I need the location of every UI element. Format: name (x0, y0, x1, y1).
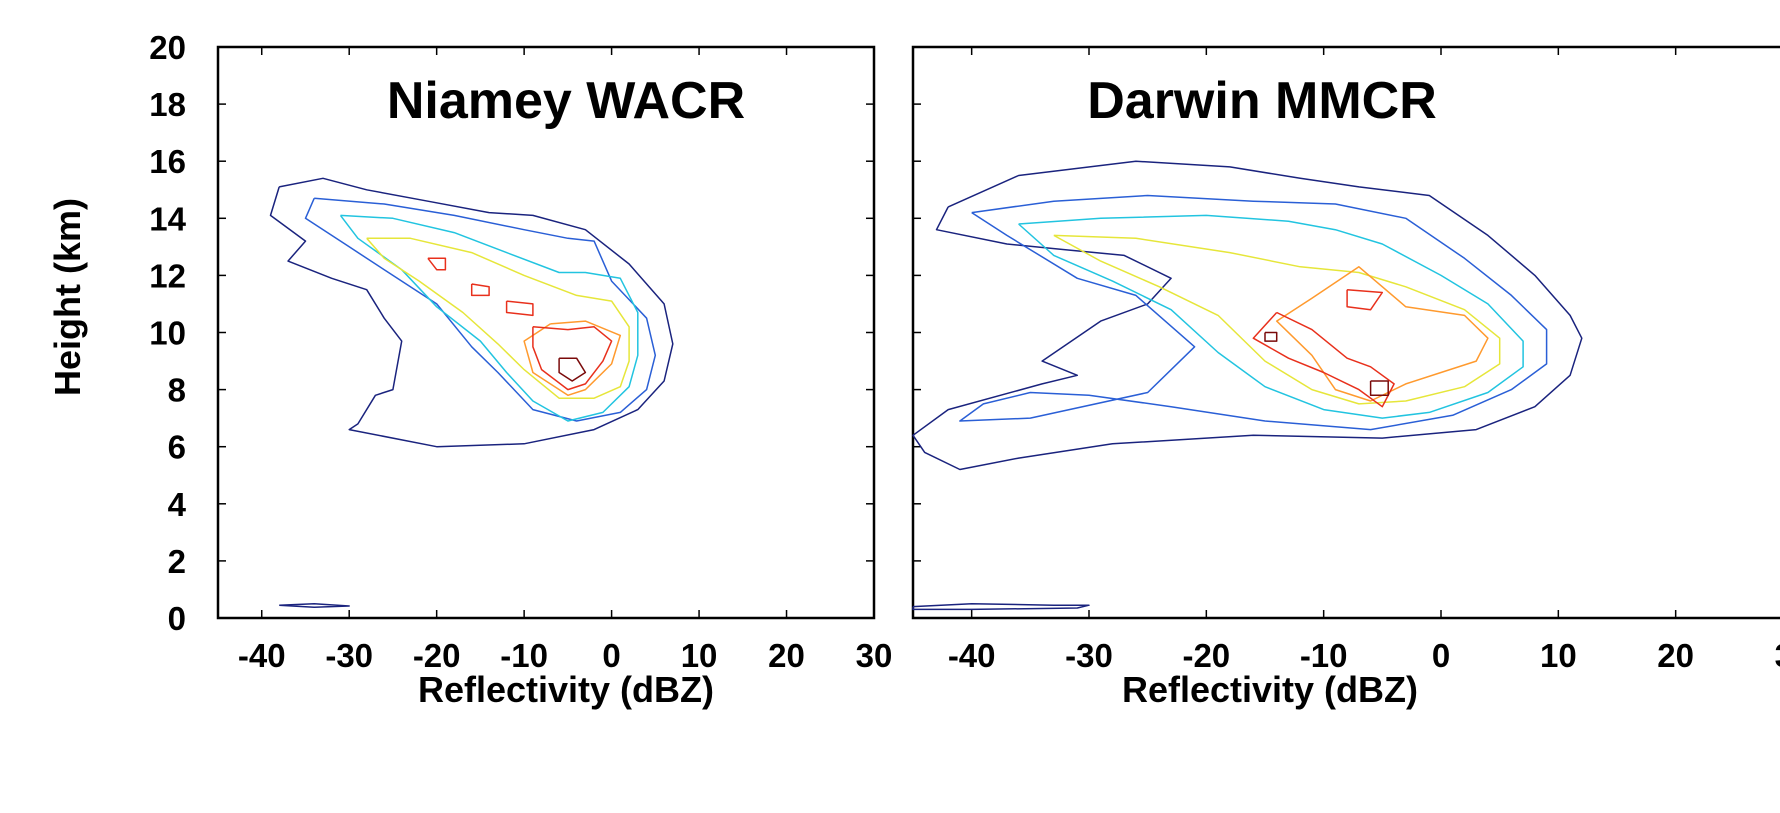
contour-line-level-6 (470, 283, 490, 297)
x-tick-label: -20 (1182, 637, 1230, 674)
x-tick-label: 0 (1432, 637, 1450, 674)
plot-frame (911, 45, 1780, 620)
contour-line-level-7 (1264, 331, 1278, 342)
contour-line-level-2 (304, 197, 657, 422)
x-tick-label: 20 (1657, 637, 1694, 674)
y-tick-label: 8 (168, 372, 186, 409)
ticks: -40 -30 -20 -10 0 10 20 30 (913, 46, 1780, 674)
x-tick-label: -10 (500, 637, 548, 674)
contour-line-level-6 (505, 300, 534, 317)
x-tick-label: -40 (948, 637, 996, 674)
y-tick-label: 0 (168, 600, 186, 637)
contour-line-level-5 (523, 320, 622, 397)
contour-line-level-3 (339, 214, 639, 422)
x-tick-label: -30 (1065, 637, 1113, 674)
contour-line-level-5 (1275, 266, 1489, 402)
panel-darwin: Darwin MMCR Reflectivity (dBZ) -40 -30 -20… (911, 45, 1780, 710)
ticks: -40 -30 -20 -10 0 10 20 30 0 2 4 6 8 10 12 14 16 18 20 (149, 29, 892, 674)
plot-frame (216, 45, 876, 620)
x-tick-label: 20 (768, 637, 805, 674)
y-tick-label: 20 (149, 29, 186, 66)
contour-line-level-7 (558, 357, 587, 382)
contour-line-level-6 (1346, 288, 1384, 311)
panel-niamey: Niamey WACR Reflectivity (dBZ) -40 -30 -20… (149, 29, 892, 710)
y-tick-label: 14 (149, 200, 186, 237)
contour-line-level-1 (912, 160, 1583, 471)
y-tick-label: 4 (168, 486, 187, 523)
x-axis-title: Reflectivity (dBZ) (1122, 669, 1418, 710)
contour-line-level-1 (269, 177, 674, 448)
contour-line-level-7 (1369, 380, 1389, 397)
x-tick-label: 10 (681, 637, 718, 674)
y-tick-label: 12 (149, 257, 186, 294)
contour-line-level-4 (366, 237, 630, 399)
contour-line-level-6 (532, 326, 613, 391)
contour-line-level-1 (279, 602, 350, 608)
x-tick-label: -40 (238, 637, 286, 674)
contour-line-level-6 (427, 257, 447, 271)
y-tick-label: 6 (168, 429, 186, 466)
x-tick-label: 10 (1540, 637, 1577, 674)
x-tick-label: 30 (856, 637, 893, 674)
contour-line-level-4 (1053, 234, 1501, 405)
contour-line-level-2 (959, 194, 1548, 431)
y-tick-label: 2 (168, 543, 186, 580)
contour-line-level-1 (912, 602, 1090, 611)
contours (912, 160, 1583, 611)
contours (269, 177, 674, 608)
y-axis-title: Height (km) (47, 198, 88, 396)
x-tick-label: 0 (602, 637, 620, 674)
panel-title: Darwin MMCR (1087, 72, 1437, 130)
x-axis-title: Reflectivity (dBZ) (418, 669, 714, 710)
y-tick-label: 10 (149, 315, 186, 352)
y-tick-label: 16 (149, 143, 186, 180)
contour-line-level-6 (1252, 311, 1395, 408)
contour-line-level-3 (1018, 214, 1524, 419)
x-tick-label: -30 (325, 637, 373, 674)
x-tick-label: -10 (1300, 637, 1348, 674)
panel-title: Niamey WACR (387, 72, 745, 130)
x-tick-label: -20 (413, 637, 461, 674)
y-tick-label: 18 (149, 86, 186, 123)
x-tick-label: 30 (1775, 637, 1780, 674)
